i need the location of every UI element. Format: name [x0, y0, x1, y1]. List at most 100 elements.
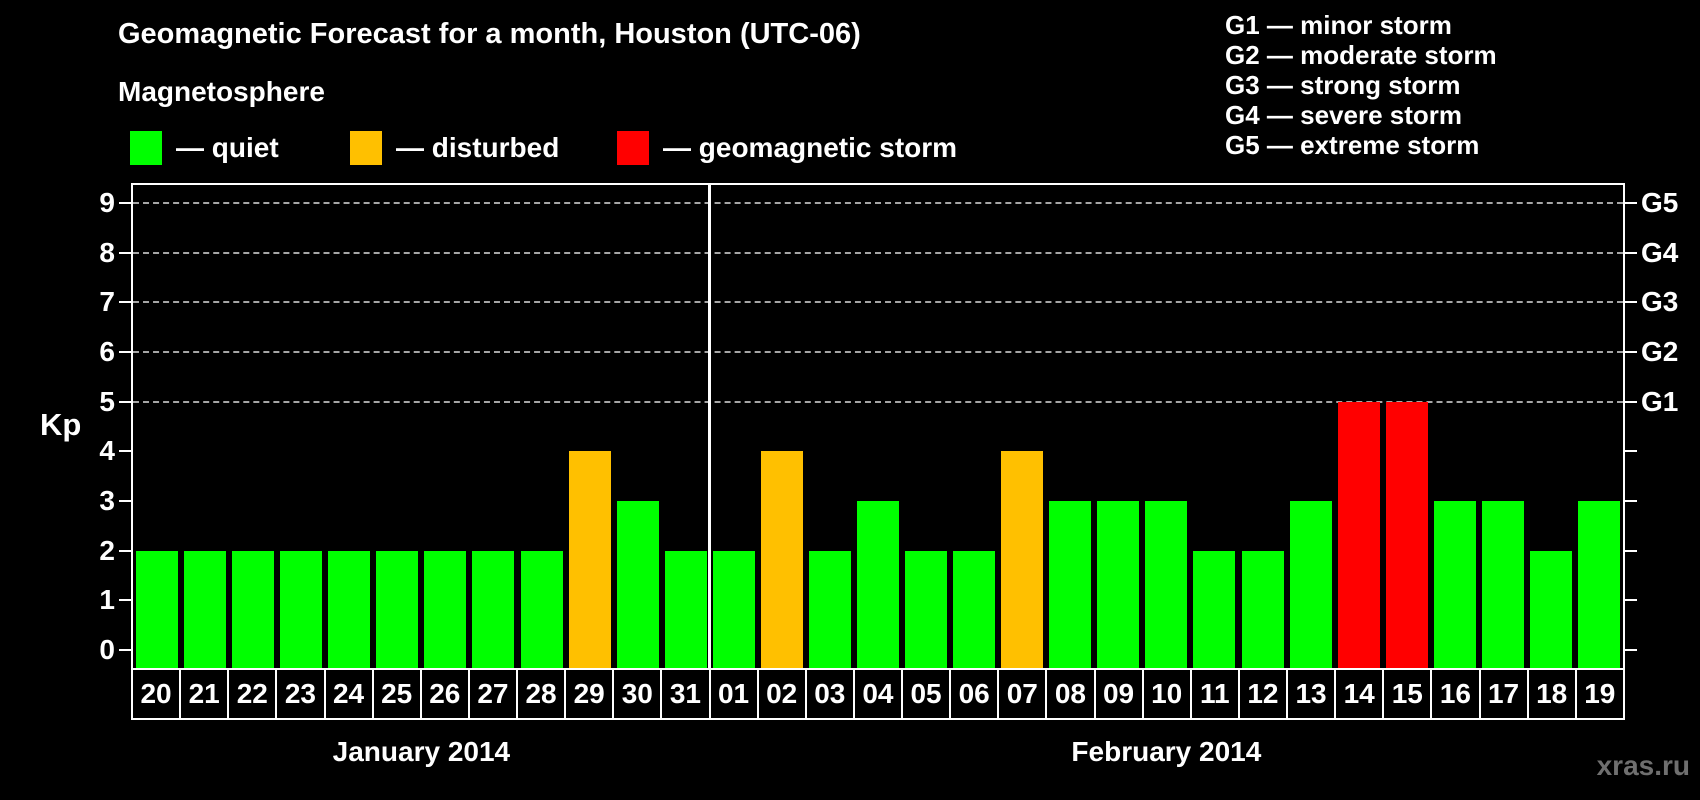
kp-bar-day-27 [472, 550, 515, 668]
g-tick-label-G4: G4 [1641, 236, 1679, 268]
right-tick-kp-6 [1625, 350, 1637, 353]
right-tick-kp-2 [1625, 549, 1637, 552]
kp-bar-day-13 [1289, 501, 1332, 668]
kp-bar-day-08 [1049, 501, 1092, 668]
g-scale-item: G2 — moderate storm [1225, 40, 1497, 70]
day-cell-09: 09 [1096, 670, 1144, 718]
month-label-january: January 2014 [332, 736, 511, 767]
chart-title: Geomagnetic Forecast for a month, Housto… [118, 18, 861, 50]
legend-item-quiet: — quiet [130, 131, 279, 165]
day-cell-04: 04 [855, 670, 903, 718]
right-tick-kp-5 [1625, 400, 1637, 403]
kp-axis-label: Kp [40, 407, 82, 442]
left-tick-kp-1 [119, 599, 131, 602]
kp-bar-day-01 [712, 550, 755, 668]
legend-item-disturbed: — disturbed [350, 131, 559, 165]
kp-bar-day-18 [1529, 550, 1572, 668]
day-cell-30: 30 [614, 670, 663, 718]
day-cell-13: 13 [1288, 670, 1337, 718]
right-tick-kp-8 [1625, 251, 1637, 254]
day-cell-25: 25 [374, 670, 422, 718]
kp-bar-day-14 [1337, 401, 1380, 668]
kp-bar-day-26 [424, 550, 467, 668]
day-cell-10: 10 [1144, 670, 1192, 718]
day-cell-07: 07 [999, 670, 1048, 718]
day-cell-08: 08 [1047, 670, 1096, 718]
day-cell-23: 23 [277, 670, 326, 718]
kp-bar-day-31 [664, 550, 707, 668]
gridline-kp-9 [133, 201, 1623, 204]
kp-bar-day-19 [1577, 501, 1620, 668]
kp-tick-label-4: 4 [99, 435, 115, 467]
kp-bar-day-07 [1001, 451, 1044, 668]
storm-swatch-icon [617, 131, 649, 165]
day-cell-03: 03 [807, 670, 855, 718]
kp-bar-day-22 [232, 550, 275, 668]
kp-tick-label-1: 1 [99, 584, 115, 616]
quiet-swatch-icon [130, 131, 162, 165]
day-cell-17: 17 [1481, 670, 1529, 718]
kp-tick-label-6: 6 [99, 335, 115, 367]
kp-bar-day-21 [184, 550, 227, 668]
right-tick-kp-9 [1625, 201, 1637, 204]
g-scale-item: G5 — extreme storm [1225, 130, 1480, 160]
kp-bar-day-20 [136, 550, 179, 668]
month-label-february: February 2014 [1071, 736, 1262, 767]
gridline-kp-8 [133, 251, 1623, 254]
watermark: xras.ru [1596, 750, 1690, 781]
left-tick-kp-0 [119, 649, 131, 652]
right-tick-kp-4 [1625, 450, 1637, 453]
day-cell-18: 18 [1529, 670, 1577, 718]
left-tick-kp-4 [119, 450, 131, 453]
g-scale-item: G4 — severe storm [1225, 100, 1463, 130]
kp-bar-day-09 [1097, 501, 1140, 668]
legend-item-storm: — geomagnetic storm [617, 131, 957, 165]
kp-bar-day-10 [1145, 501, 1188, 668]
day-cell-02: 02 [759, 670, 807, 718]
kp-tick-label-3: 3 [99, 485, 115, 517]
magnetosphere-label: Magnetosphere [118, 76, 325, 107]
kp-bar-day-28 [520, 550, 563, 668]
month-separator-line [708, 185, 712, 668]
left-tick-kp-3 [119, 500, 131, 503]
kp-bar-day-15 [1385, 401, 1428, 668]
day-cell-28: 28 [518, 670, 567, 718]
kp-tick-label-0: 0 [99, 634, 115, 666]
left-tick-kp-6 [119, 350, 131, 353]
kp-bar-day-06 [953, 550, 996, 668]
kp-bar-day-12 [1241, 550, 1284, 668]
left-tick-kp-9 [119, 201, 131, 204]
kp-bar-day-29 [568, 451, 611, 668]
kp-tick-label-8: 8 [99, 236, 115, 268]
kp-bar-day-17 [1481, 501, 1524, 668]
disturbed-swatch-icon [350, 131, 382, 165]
g-tick-label-G1: G1 [1641, 385, 1679, 417]
kp-tick-label-7: 7 [99, 286, 115, 318]
legend-item-label: — geomagnetic storm [663, 132, 958, 163]
kp-tick-label-2: 2 [99, 534, 115, 566]
legend-item-label: — disturbed [396, 132, 560, 163]
day-cell-11: 11 [1192, 670, 1240, 718]
day-cell-21: 21 [181, 670, 230, 718]
kp-tick-label-9: 9 [99, 186, 115, 218]
kp-bar-day-04 [857, 501, 899, 668]
g-tick-label-G2: G2 [1641, 335, 1679, 367]
day-cell-01: 01 [711, 670, 759, 718]
kp-bar-day-25 [376, 550, 419, 668]
day-cell-20: 20 [133, 670, 182, 718]
day-cell-27: 27 [470, 670, 518, 718]
day-cell-15: 15 [1384, 670, 1433, 718]
day-cell-05: 05 [903, 670, 952, 718]
day-cell-29: 29 [566, 670, 615, 718]
gridline-kp-5 [133, 400, 1623, 403]
day-cell-12: 12 [1240, 670, 1288, 718]
gridline-kp-6 [133, 350, 1623, 353]
right-tick-kp-7 [1625, 301, 1637, 304]
legend-item-label: — quiet [176, 132, 279, 163]
right-tick-kp-1 [1625, 599, 1637, 602]
g-scale-legend: G1 — minor storm G2 — moderate storm G3 — … [1225, 10, 1497, 160]
day-cell-19: 19 [1584, 678, 1616, 709]
g-scale-item: G3 — strong storm [1225, 70, 1461, 100]
kp-bar-day-05 [905, 550, 948, 668]
